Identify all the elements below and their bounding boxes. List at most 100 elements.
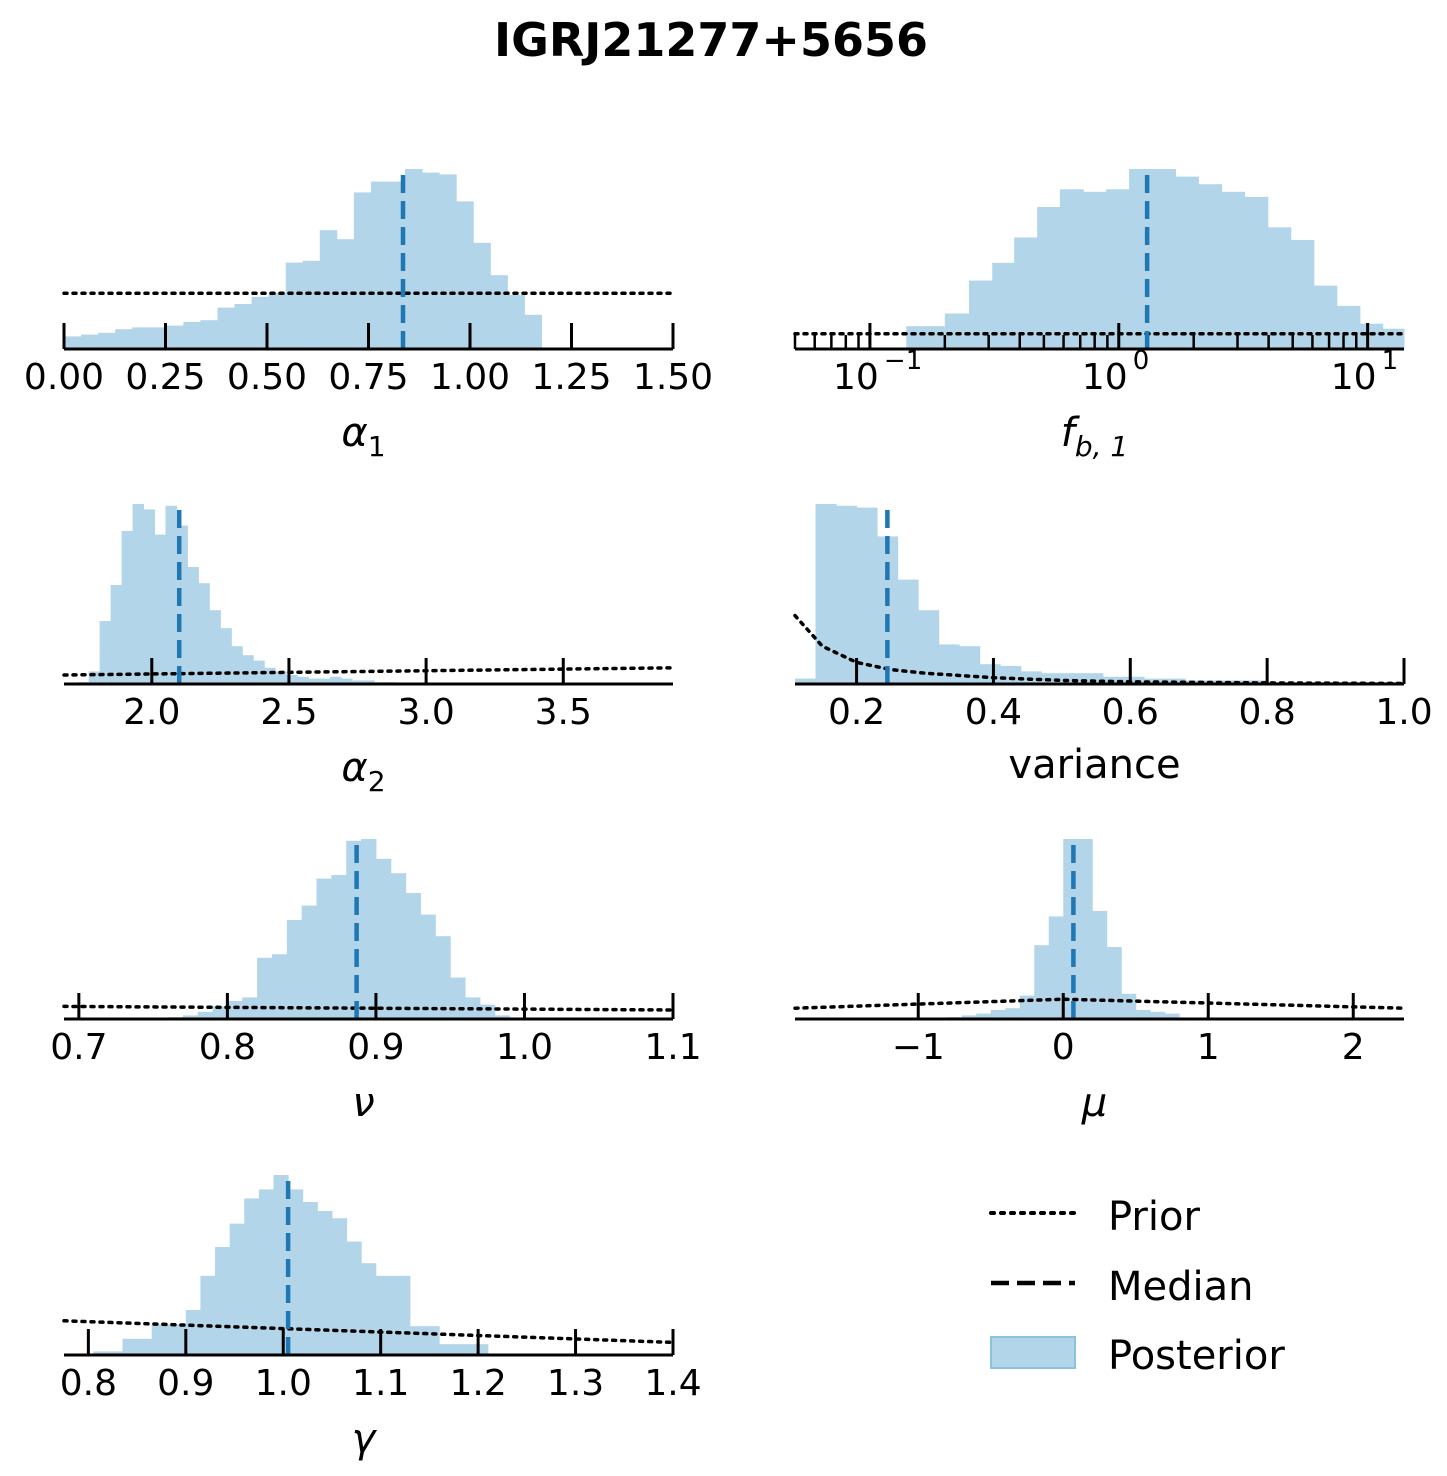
histogram-bar [918,610,940,684]
histogram-bar [231,646,243,684]
histogram-bar [143,509,156,684]
histogram-bar [268,293,287,349]
x-axis-label-symbol: α [341,410,367,456]
histogram-bar [375,858,392,1019]
prior-curve [62,1004,675,1012]
x-axis-label-symbol: γ [352,1416,378,1462]
histogram-bar [435,936,451,1019]
x-axis-label: fb, 1 [1061,410,1128,463]
x-axis-label-subscript: 2 [368,765,386,798]
histogram-bar [215,1247,231,1355]
histogram-bar [370,181,389,349]
x-tick-label: 3.5 [535,692,592,733]
histogram-bar [271,954,288,1019]
histogram-bar [1048,916,1064,1019]
posterior-histogram [167,839,511,1019]
histogram-bar [959,646,981,684]
x-tick-label: 10 [833,357,879,398]
histogram-bar [439,1344,489,1355]
posterior-histogram [906,169,1405,349]
x-tick-label: 0.9 [157,1363,214,1404]
histogram-bar [490,275,508,349]
histogram-bar [1092,911,1108,1019]
x-tick-label: 0.8 [199,1027,256,1068]
histogram-bar [317,1211,333,1355]
panel-5: 0.7 0.8 0.9 1.0 1.1 ν [50,839,702,1126]
x-axis-label: variance [1008,742,1180,788]
legend-label: Prior [1108,1194,1200,1240]
histogram-bar [1077,839,1093,1019]
histogram-bar [494,1015,511,1019]
posterior-histogram [947,839,1180,1019]
histogram-bar [992,262,1015,349]
histogram-bar [64,336,82,349]
x-tick-label: 1.2 [449,1363,506,1404]
histogram-bar [151,1324,187,1355]
histogram-bar [88,671,101,684]
histogram-bar [331,875,347,1019]
histogram-bar [185,1310,201,1355]
histogram-bar [363,680,375,684]
histogram-bar [473,242,491,349]
histogram-bar [302,1202,318,1355]
histogram-bar [1059,189,1084,349]
prior-curve [62,1319,675,1345]
histogram-bar [81,334,99,349]
x-tick-label: 1.0 [255,1363,312,1404]
prior-curve [62,666,675,677]
histogram-bar [439,174,457,349]
x-tick-label: 0.2 [828,692,885,733]
histogram-bar [422,172,440,349]
histogram-bar [98,332,116,349]
histogram-bar [1221,191,1245,349]
panel-7: 0.8 0.9 1.0 1.1 1.2 1.3 1.4 γ [60,1175,702,1462]
x-tick-label: 1.4 [644,1363,701,1404]
histogram-bar [944,313,970,349]
histogram-bar [361,1263,377,1355]
x-tick-label: 0.25 [125,357,205,398]
histogram-bar [285,262,304,349]
histogram-bar [1061,673,1083,684]
x-tick-label: 0.75 [328,357,408,398]
histogram-bar [479,1004,496,1019]
x-tick-label-exponent: 0 [1133,346,1150,376]
histogram-bar [93,1351,123,1355]
histogram-bar [1041,673,1063,684]
x-tick-label: 2 [1342,1027,1365,1068]
histogram-bar [897,579,919,684]
histogram-bar [1152,169,1176,349]
legend-posterior-swatch [990,1336,1076,1369]
x-tick-label: 1.0 [1375,692,1432,733]
histogram-bar [264,667,276,684]
x-tick-label: 0.7 [50,1027,107,1068]
x-axis-label-symbol: μ [1081,1080,1107,1126]
x-axis-label: ν [352,1080,374,1126]
histogram-bar [154,534,166,684]
histogram-bar [302,260,321,349]
posterior-histogram [64,169,542,349]
histogram-bar [220,628,232,684]
histogram-bar [1034,945,1050,1019]
histogram-bar [217,307,236,349]
histogram-bar [1005,1008,1021,1019]
x-tick-label: 1.00 [430,357,510,398]
legend-label: Posterior [1108,1333,1285,1379]
x-tick-label: 1.1 [644,1027,701,1068]
histogram-bar [165,505,177,684]
histogram-bar [352,680,364,684]
histogram-bar [1290,239,1315,349]
histogram-bar [795,678,817,684]
histogram-bar [319,678,331,684]
x-tick-label: 1.25 [531,357,611,398]
histogram-bar [319,230,338,349]
histogram-bar [1198,184,1223,349]
panel-3: 2.0 2.5 3.0 3.5 α2 [62,504,675,798]
histogram-bar [242,997,258,1019]
histogram-bar [227,1001,243,1019]
histogram-bar [1150,1011,1166,1019]
histogram-bar [346,1241,362,1355]
x-tick-label: 0.4 [965,692,1022,733]
x-axis-label: α1 [341,410,385,463]
x-tick-label: 2.5 [260,692,317,733]
x-tick-label: 1 [1197,1027,1220,1068]
